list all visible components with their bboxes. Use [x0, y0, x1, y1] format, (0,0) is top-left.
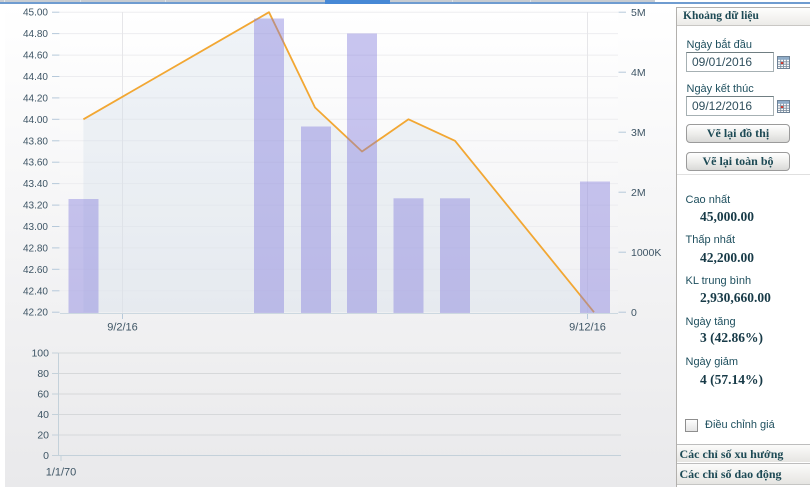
svg-text:42.20: 42.20	[23, 308, 48, 319]
svg-text:100: 100	[31, 348, 49, 360]
svg-text:4M: 4M	[631, 67, 646, 79]
svg-text:44.00: 44.00	[23, 115, 48, 126]
svg-text:43.80: 43.80	[23, 136, 48, 147]
svg-text:44.60: 44.60	[23, 51, 48, 62]
svg-text:40: 40	[37, 409, 49, 421]
svg-text:5M: 5M	[631, 7, 646, 19]
svg-text:45.00: 45.00	[23, 8, 48, 19]
svg-text:42.40: 42.40	[23, 286, 48, 297]
svg-text:9/12/16: 9/12/16	[569, 322, 606, 334]
svg-text:43.00: 43.00	[23, 222, 48, 233]
svg-text:60: 60	[37, 389, 49, 401]
svg-text:1/1/70: 1/1/70	[46, 467, 77, 479]
svg-text:20: 20	[37, 430, 49, 442]
svg-text:1000K: 1000K	[631, 247, 661, 259]
svg-text:43.60: 43.60	[23, 158, 48, 169]
svg-text:42.60: 42.60	[23, 265, 48, 276]
svg-text:44.80: 44.80	[23, 29, 48, 40]
svg-text:44.40: 44.40	[23, 72, 48, 83]
svg-text:0: 0	[43, 450, 49, 462]
svg-text:44.20: 44.20	[23, 93, 48, 104]
svg-text:80: 80	[37, 368, 49, 380]
svg-text:2M: 2M	[631, 187, 646, 199]
svg-text:43.20: 43.20	[23, 201, 48, 212]
svg-text:9/2/16: 9/2/16	[107, 322, 138, 334]
svg-text:3M: 3M	[631, 127, 646, 139]
svg-text:0: 0	[631, 307, 637, 319]
svg-text:42.80: 42.80	[23, 243, 48, 254]
svg-text:43.40: 43.40	[23, 179, 48, 190]
